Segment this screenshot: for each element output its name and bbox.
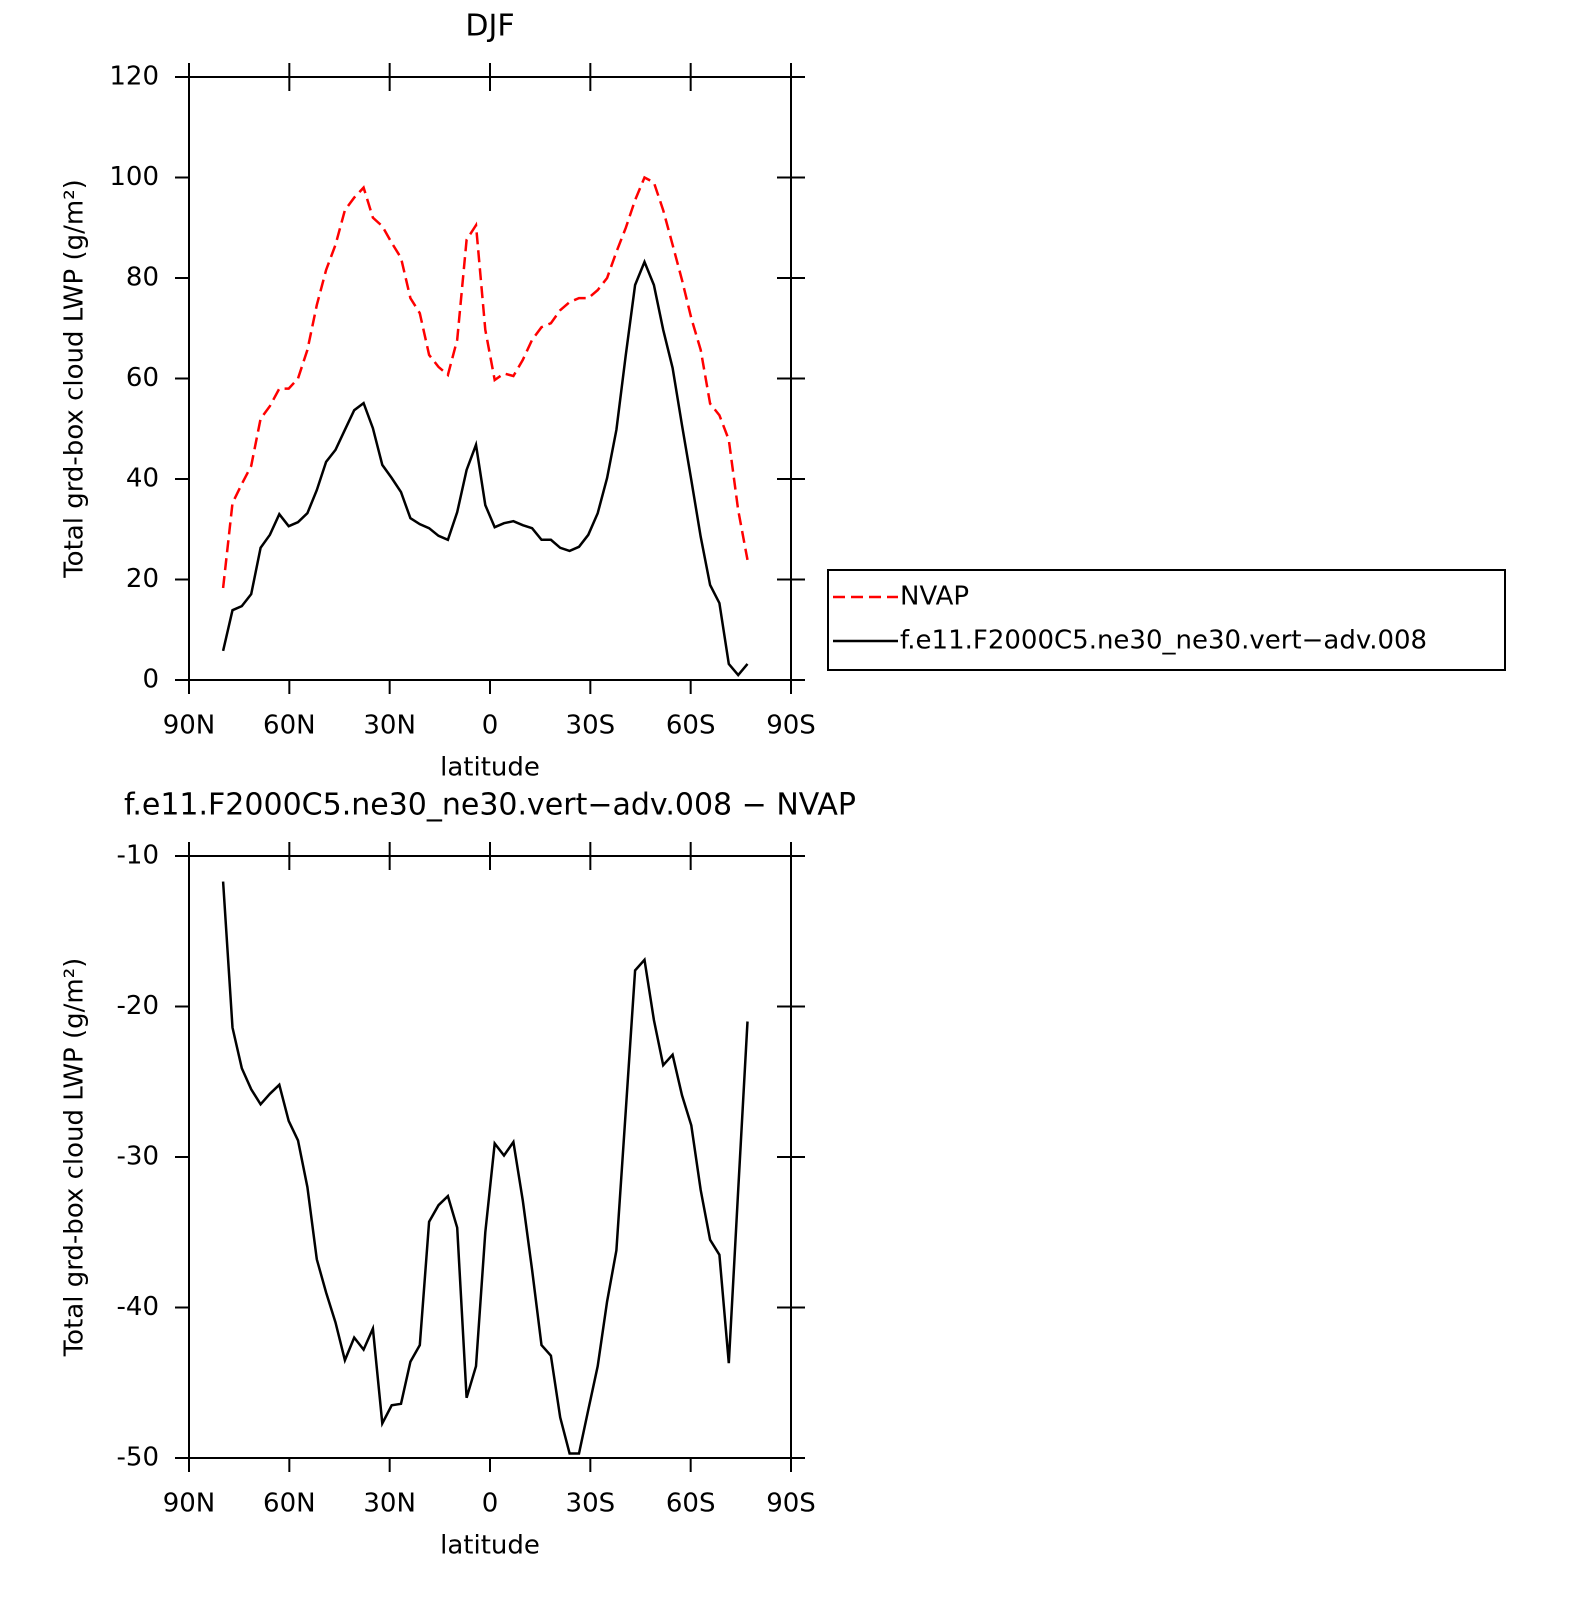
y-tick-label: -10 [117,841,159,871]
x-tick-label: 0 [482,1489,499,1519]
legend-label: f.e11.F2000C5.ne30_ne30.vert−adv.008 [900,626,1427,656]
y-axis-label: Total grd-box cloud LWP (g/m²) [60,958,90,1358]
x-axis-label: latitude [440,1531,540,1561]
x-tick-label: 90N [163,711,216,741]
x-tick-label: 60N [263,711,316,741]
chart-title: f.e11.F2000C5.ne30_ne30.vert−adv.008 − N… [124,788,856,823]
chart-title: DJF [465,9,514,44]
y-tick-label: -40 [117,1292,159,1322]
y-tick-label: -20 [117,991,159,1021]
x-tick-label: 30S [566,711,616,741]
y-tick-label: 0 [142,665,159,695]
x-tick-label: 90S [766,711,816,741]
legend-label: NVAP [900,582,969,612]
y-tick-label: 100 [109,162,159,192]
x-tick-label: 90S [766,1489,816,1519]
x-tick-label: 60S [666,1489,716,1519]
plot-frame [188,855,792,1459]
y-tick-label: 80 [126,263,159,293]
y-tick-label: 120 [109,62,159,92]
y-tick-label: 60 [126,363,159,393]
y-tick-label: 40 [126,464,159,494]
x-tick-label: 60S [666,711,716,741]
y-tick-label: 20 [126,564,159,594]
x-tick-label: 90N [163,1489,216,1519]
x-axis-label: latitude [440,753,540,783]
y-tick-label: -50 [117,1443,159,1473]
x-tick-label: 0 [482,711,499,741]
x-tick-label: 30S [566,1489,616,1519]
x-tick-label: 60N [263,1489,316,1519]
x-tick-label: 30N [363,711,416,741]
y-tick-label: -30 [117,1142,159,1172]
y-axis-label: Total grd-box cloud LWP (g/m²) [60,179,90,579]
data-line [221,258,749,677]
plot-frame [188,76,792,681]
legend-box [827,569,1506,671]
data-line [221,881,749,1455]
x-tick-label: 30N [363,1489,416,1519]
data-line [221,175,749,589]
